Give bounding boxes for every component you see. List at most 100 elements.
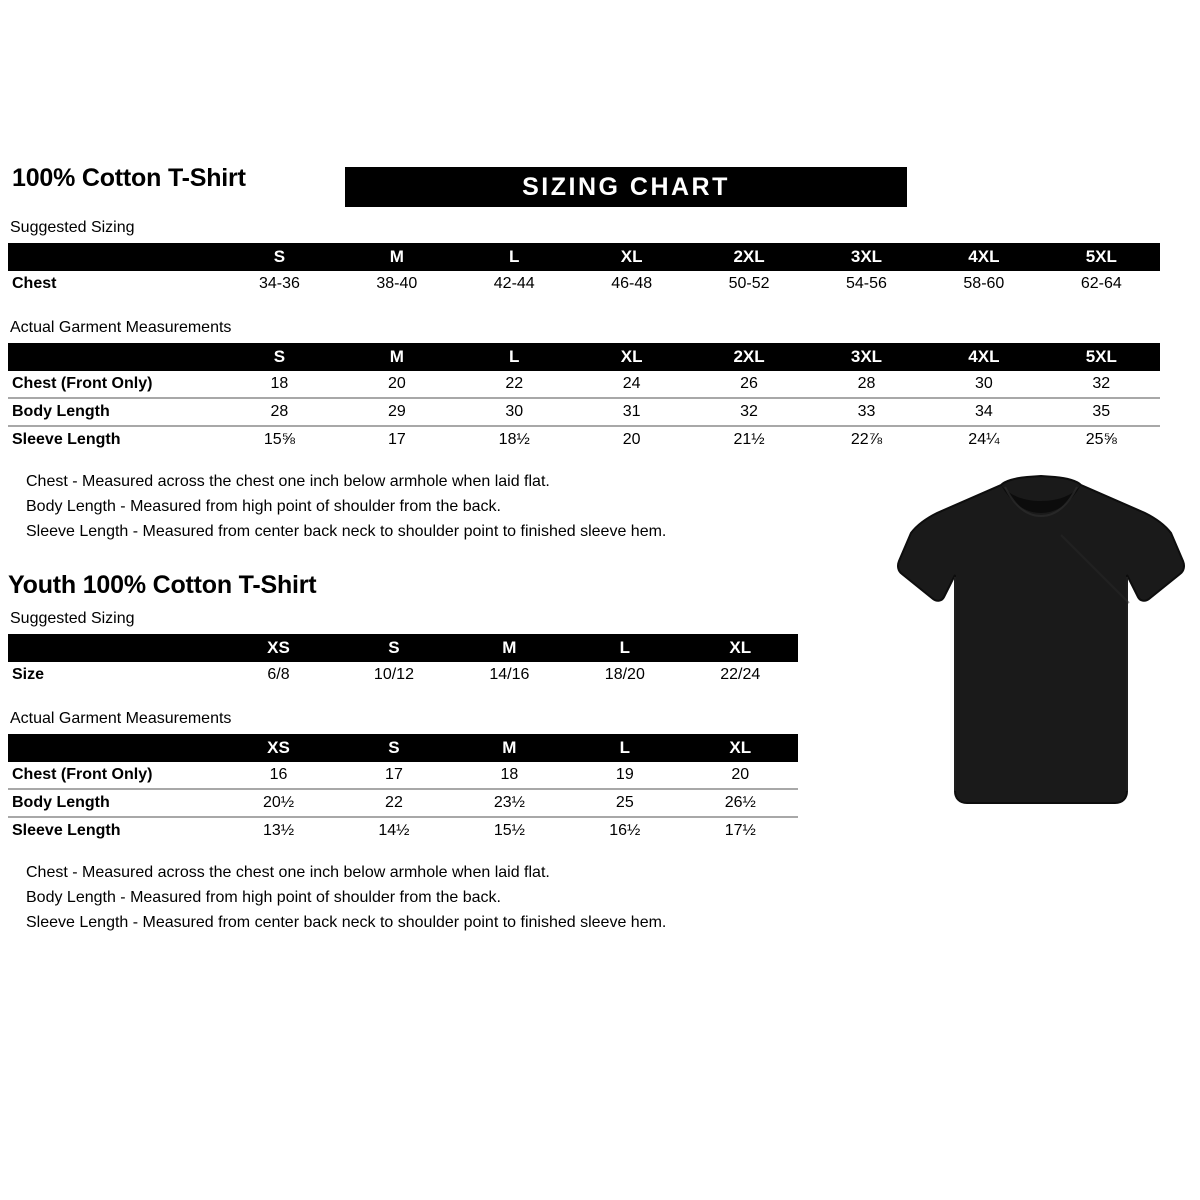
cell-chest-5xl: 62-64	[1042, 271, 1160, 297]
cell-youth-chestfront-l: 19	[567, 762, 683, 790]
cell-youth-sleevelength-s: 14½	[336, 817, 452, 844]
youth-actual-measurements-label: Actual Garment Measurements	[10, 710, 232, 727]
row-label-body-length: Body Length	[8, 398, 221, 427]
cell-youth-bodylength-xs: 20½	[220, 789, 337, 818]
table-row: Chest (Front Only) 18 20 22 24 26 28 30 …	[8, 371, 1160, 399]
row-label-chest: Chest	[8, 271, 221, 297]
cell-chestfront-3xl: 28	[807, 371, 926, 399]
header-size-l: L	[455, 343, 573, 371]
adult-title-row: 100% Cotton T-Shirt SIZING CHART	[8, 163, 1168, 209]
table-header-row: XS S M L XL	[8, 634, 798, 662]
table-row: Sleeve Length 15⅝ 17 18½ 20 21½ 22⅞ 24¼ …	[8, 426, 1160, 453]
note-chest: Chest - Measured across the chest one in…	[26, 864, 550, 881]
note-sleeve-length: Sleeve Length - Measured from center bac…	[26, 914, 667, 931]
cell-bodylength-s: 28	[220, 398, 339, 427]
cell-bodylength-4xl: 34	[925, 398, 1043, 427]
youth-measurement-notes: Chest - Measured across the chest one in…	[26, 860, 1168, 935]
cell-chestfront-m: 20	[338, 371, 456, 399]
adult-section-title: 100% Cotton T-Shirt	[12, 164, 246, 192]
header-blank	[8, 734, 221, 762]
cell-chestfront-4xl: 30	[925, 371, 1043, 399]
header-blank	[8, 634, 221, 662]
header-size-4xl: 4XL	[925, 343, 1043, 371]
header-youth-size-m: M	[451, 634, 568, 662]
cell-youth-size-m: 14/16	[451, 662, 568, 688]
header-size-3xl: 3XL	[807, 243, 926, 271]
cell-chest-m: 38-40	[338, 271, 456, 297]
spacer	[8, 297, 1168, 311]
row-label-body-length: Body Length	[8, 789, 221, 818]
cell-youth-chestfront-m: 18	[451, 762, 568, 790]
row-label-sleeve-length: Sleeve Length	[8, 817, 221, 844]
header-size-2xl: 2XL	[690, 243, 808, 271]
cell-bodylength-2xl: 32	[690, 398, 808, 427]
adult-suggested-sizing-label: Suggested Sizing	[10, 219, 135, 236]
adult-measurements-table: S M L XL 2XL 3XL 4XL 5XL Chest (Front On…	[8, 343, 1160, 453]
row-label-size: Size	[8, 662, 221, 688]
cell-chestfront-xl: 24	[572, 371, 691, 399]
cell-chestfront-2xl: 26	[690, 371, 808, 399]
row-label-sleeve-length: Sleeve Length	[8, 426, 221, 453]
cell-sleevelength-l: 18½	[455, 426, 573, 453]
cell-youth-sleevelength-xl: 17½	[682, 817, 798, 844]
cell-chest-s: 34-36	[220, 271, 339, 297]
adult-actual-measurements-label: Actual Garment Measurements	[10, 319, 232, 336]
cell-sleevelength-2xl: 21½	[690, 426, 808, 453]
cell-chest-3xl: 54-56	[807, 271, 926, 297]
cell-chest-2xl: 50-52	[690, 271, 808, 297]
cell-bodylength-3xl: 33	[807, 398, 926, 427]
cell-sleevelength-5xl: 25⅝	[1042, 426, 1160, 453]
header-size-m: M	[338, 343, 456, 371]
header-youth-size-xs: XS	[220, 634, 337, 662]
header-youth-size-xl: XL	[682, 634, 798, 662]
sizing-chart-banner: SIZING CHART	[345, 167, 907, 207]
table-header-row: S M L XL 2XL 3XL 4XL 5XL	[8, 243, 1160, 271]
banner-title: SIZING CHART	[522, 172, 730, 201]
header-size-4xl: 4XL	[925, 243, 1043, 271]
cell-chestfront-l: 22	[455, 371, 573, 399]
note-chest: Chest - Measured across the chest one in…	[26, 473, 550, 490]
note-body-length: Body Length - Measured from high point o…	[26, 498, 501, 515]
header-youth-size-m: M	[451, 734, 568, 762]
cell-sleevelength-xl: 20	[572, 426, 691, 453]
tshirt-icon	[897, 474, 1185, 804]
header-youth-size-xl: XL	[682, 734, 798, 762]
cell-chestfront-s: 18	[220, 371, 339, 399]
cell-youth-bodylength-l: 25	[567, 789, 683, 818]
cell-youth-sleevelength-l: 16½	[567, 817, 683, 844]
header-size-xl: XL	[572, 343, 691, 371]
cell-youth-sleevelength-m: 15½	[451, 817, 568, 844]
cell-chest-l: 42-44	[455, 271, 573, 297]
cell-youth-size-s: 10/12	[336, 662, 452, 688]
cell-youth-bodylength-s: 22	[336, 789, 452, 818]
youth-suggested-sizing-label: Suggested Sizing	[10, 610, 135, 627]
table-row: Body Length 20½ 22 23½ 25 26½	[8, 789, 798, 818]
header-size-s: S	[220, 243, 339, 271]
table-row: Body Length 28 29 30 31 32 33 34 35	[8, 398, 1160, 427]
table-row: Sleeve Length 13½ 14½ 15½ 16½ 17½	[8, 817, 798, 844]
header-size-2xl: 2XL	[690, 343, 808, 371]
header-size-l: L	[455, 243, 573, 271]
adult-measurement-notes: Chest - Measured across the chest one in…	[26, 469, 1168, 544]
cell-chestfront-5xl: 32	[1042, 371, 1160, 399]
header-size-s: S	[220, 343, 339, 371]
cell-sleevelength-s: 15⅝	[220, 426, 339, 453]
cell-sleevelength-3xl: 22⅞	[807, 426, 926, 453]
cell-sleevelength-m: 17	[338, 426, 456, 453]
youth-section-title: Youth 100% Cotton T-Shirt	[8, 571, 317, 599]
header-blank	[8, 243, 221, 271]
header-size-5xl: 5XL	[1042, 343, 1160, 371]
cell-youth-size-xs: 6/8	[220, 662, 337, 688]
header-blank	[8, 343, 221, 371]
cell-youth-size-xl: 22/24	[682, 662, 798, 688]
cell-youth-chestfront-s: 17	[336, 762, 452, 790]
cell-youth-chestfront-xs: 16	[220, 762, 337, 790]
tshirt-illustration	[893, 473, 1189, 813]
table-row: Chest (Front Only) 16 17 18 19 20	[8, 762, 798, 790]
table-header-row: S M L XL 2XL 3XL 4XL 5XL	[8, 343, 1160, 371]
header-size-m: M	[338, 243, 456, 271]
note-sleeve-length: Sleeve Length - Measured from center bac…	[26, 523, 667, 540]
cell-chest-xl: 46-48	[572, 271, 691, 297]
cell-bodylength-l: 30	[455, 398, 573, 427]
